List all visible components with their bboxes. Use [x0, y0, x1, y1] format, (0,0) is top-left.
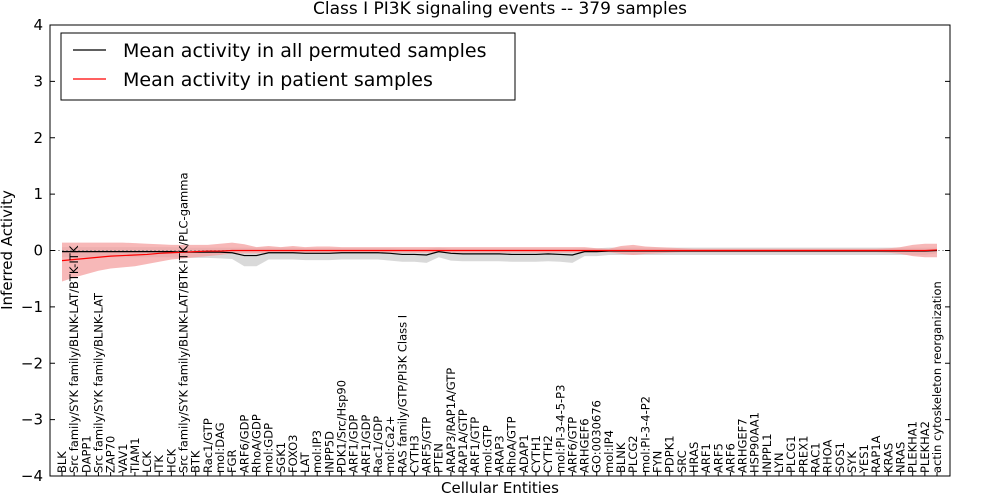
- x-tick-label: mol:DAG: [213, 422, 227, 473]
- x-tick-label: mol:IP3: [310, 430, 324, 473]
- x-tick-label: PREX1: [796, 436, 810, 473]
- y-tick-label: −3: [21, 411, 43, 429]
- x-tick-label: INPPL1: [760, 433, 774, 473]
- series-line-patient: [61, 249, 938, 262]
- x-tick-label: ZAP70: [104, 436, 118, 473]
- x-tick-label: PDK1/Src/Hsp90: [335, 380, 349, 473]
- x-tick-label: PLCG2: [626, 435, 640, 473]
- x-tick-label: RAC1: [808, 442, 822, 473]
- x-tick-label: ARF6/GTP: [565, 417, 579, 473]
- x-tick-label: INPP5D: [322, 431, 336, 473]
- y-axis-label: Inferred Activity: [0, 190, 16, 310]
- y-tick-label: 4: [33, 16, 43, 34]
- x-tick-label: CYTH2: [541, 435, 555, 473]
- y-tick-label: 0: [33, 242, 43, 260]
- x-tick-label: ARHGEF6: [578, 418, 592, 473]
- x-tick-label: SOS1: [833, 442, 847, 473]
- x-tick-label: HCK: [164, 448, 178, 473]
- x-tick-label: ARF6: [723, 443, 737, 473]
- confidence-bands: [62, 242, 937, 282]
- y-tick-label: −2: [21, 354, 43, 372]
- x-tick-label: ARF1/GDP: [359, 415, 373, 473]
- x-tick-label: RAP1A/GTP: [456, 409, 470, 473]
- x-tick-label: Src family/SYK family/BLNK-LAT/BTK-ITK: [67, 245, 81, 473]
- x-tick-label: Src family/SYK family/BLNK-LAT/BTK-ITK/P…: [177, 173, 191, 474]
- x-tick-label: GO:0030676: [590, 400, 604, 473]
- x-tick-label: ARAP3: [493, 435, 507, 473]
- y-axis: −4 −3 −2 −1 0 1 2 3 4: [21, 16, 950, 485]
- legend-label-patient: Mean activity in patient samples: [123, 69, 433, 91]
- x-tick-label: FGR: [225, 449, 239, 473]
- x-tick-label: TIAM1: [128, 437, 142, 474]
- x-tick-label: ARF1/GDP: [347, 415, 361, 473]
- x-tick-label: actin cytoskeleton reorganization: [930, 281, 944, 473]
- x-tick-label: YES1: [857, 444, 871, 474]
- y-tick-label: 1: [33, 185, 43, 203]
- x-tick-label: CYTH3: [407, 435, 421, 473]
- x-tick-label: KRAS: [881, 443, 895, 473]
- y-tick-label: 2: [33, 129, 43, 147]
- x-tick-label: SGK1: [274, 442, 288, 473]
- x-tick-label: PLCG1: [784, 435, 798, 473]
- x-tick-label: mol:IP4: [602, 430, 616, 473]
- x-tick-label: FYN: [650, 451, 664, 473]
- x-tick-label: mol:Ca2+: [383, 416, 397, 473]
- x-tick-label: Rac1/GDP: [371, 416, 385, 473]
- x-tick-label: HSP90AA1: [748, 412, 762, 473]
- x-tick-label: SRC: [675, 450, 689, 473]
- x-tick-label: ITK: [152, 455, 166, 473]
- x-tick-label: ARF5/GTP: [420, 417, 434, 473]
- legend-label-permuted: Mean activity in all permuted samples: [123, 40, 486, 62]
- x-tick-label: PLEKHA1: [906, 421, 920, 473]
- x-tick-label: mol:GTP: [480, 425, 494, 473]
- x-tick-label: mol:PI-3-4-P2: [638, 396, 652, 473]
- x-tick-label: VAV1: [116, 444, 130, 473]
- plot-frame: [49, 24, 951, 477]
- x-tick-label: RAS family/GTP/PI3K Class I: [395, 315, 409, 473]
- x-tick-label: mol:PI-3-4-5-P3: [553, 385, 567, 473]
- y-tick-label: −1: [21, 298, 43, 316]
- x-tick-label: BLNK: [614, 442, 628, 473]
- x-tick-label: PLEKHA2: [918, 421, 932, 473]
- x-tick-label: PTEN: [432, 443, 446, 473]
- x-tick-label: RAP1A: [869, 435, 883, 473]
- x-axis-label: Cellular Entities: [441, 479, 559, 497]
- x-tick-label: SYK: [845, 451, 859, 473]
- x-tick-label: ARHGEF7: [736, 418, 750, 473]
- x-tick-label: FOXO3: [286, 435, 300, 473]
- x-tick-label: ARF5: [711, 443, 725, 473]
- series-lines: [50, 249, 950, 262]
- chart-title: Class I PI3K signaling events -- 379 sam…: [313, 0, 687, 19]
- x-tick-label: ADAP1: [517, 434, 531, 473]
- x-tick-label: ARAP3/RAP1A/GTP: [444, 368, 458, 473]
- x-tick-label: LAT: [298, 451, 312, 473]
- x-tick-label: BLK: [55, 451, 69, 473]
- x-tick-label: mol:GDP: [262, 423, 276, 473]
- x-tick-label: Rac1/GTP: [201, 418, 215, 473]
- x-tick-label: LYN: [772, 452, 786, 473]
- x-tick-label: RHOA: [821, 440, 835, 473]
- x-tick-label: ARF1/GTP: [468, 417, 482, 473]
- x-tick-label: NRAS: [894, 442, 908, 473]
- x-tick-label: LCK: [140, 451, 154, 473]
- y-tick-label: 3: [33, 72, 43, 90]
- x-tick-label: ARF1: [699, 443, 713, 473]
- x-tick-label: Src family/SYK family/BLNK-LAT: [91, 292, 105, 473]
- x-tick-label: ARF6/GDP: [237, 415, 251, 473]
- x-tick-label: CYTH1: [529, 435, 543, 473]
- y-tick-label: −4: [21, 467, 43, 485]
- legend: Mean activity in all permuted samples Me…: [60, 32, 516, 101]
- x-tick-label: DAPP1: [79, 435, 93, 473]
- x-tick-label: PDPK1: [663, 435, 677, 473]
- x-tick-label: BTK: [189, 450, 203, 473]
- x-tick-label: RhoA/GDP: [249, 414, 263, 473]
- legend-box: [60, 32, 516, 101]
- x-tick-label: HRAS: [687, 442, 701, 473]
- x-tick-label: RhoA/GTP: [505, 416, 519, 473]
